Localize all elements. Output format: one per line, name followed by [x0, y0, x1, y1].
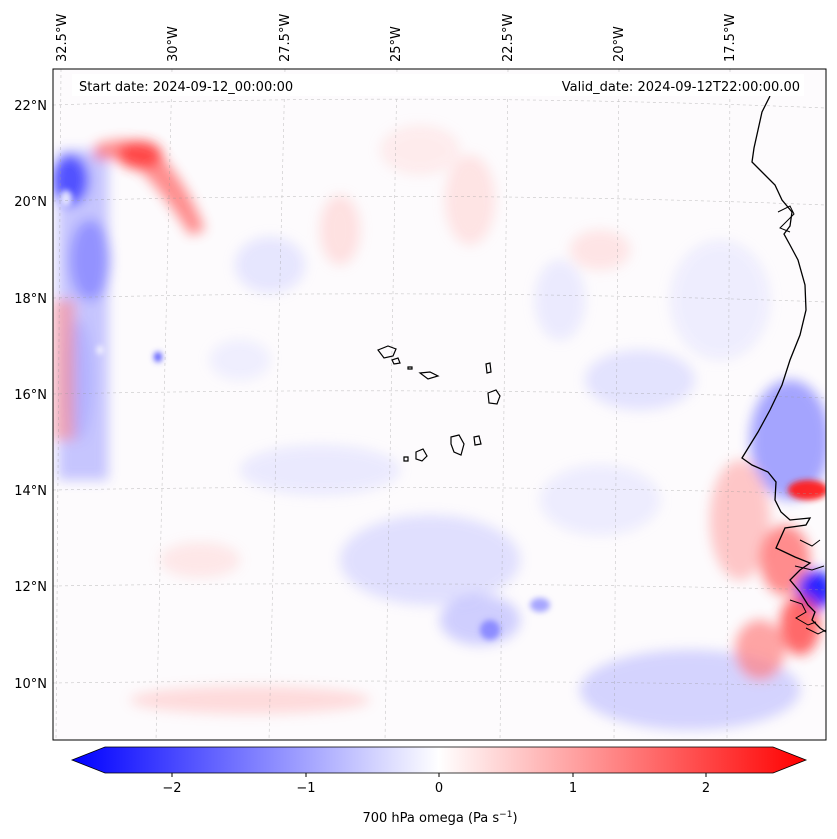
start-date-label: Start date: 2024-09-12_00:00:00 — [79, 80, 293, 95]
lon-label-27-5w: 27.5°W — [278, 14, 293, 62]
gridlines — [53, 69, 826, 740]
cb-tick-label-0: 0 — [435, 781, 443, 796]
lat-label-22n: 22°N — [14, 99, 47, 114]
coastline-africa — [741, 95, 826, 633]
coastline-bissau-inlets — [789, 539, 826, 635]
lat-label-12n: 12°N — [14, 580, 47, 595]
lat-label-10n: 10°N — [14, 677, 47, 692]
latitude-labels: 22°N 20°N 18°N 16°N 14°N 12°N 10°N — [14, 99, 47, 692]
lon-label-20w: 20°W — [612, 26, 627, 62]
lat-label-20n: 20°N — [14, 195, 47, 210]
colorbar-body — [70, 746, 808, 774]
coastline-dakar — [777, 205, 795, 233]
cb-tick-label-minus2: −2 — [162, 781, 181, 796]
date-header-band — [72, 74, 804, 96]
cb-tick-label-minus1: −1 — [296, 781, 315, 796]
map-background — [53, 69, 826, 740]
valid-date-label: Valid_date: 2024-09-12T22:00:00.00 — [562, 80, 800, 95]
lon-label-17-5w: 17.5°W — [723, 14, 738, 62]
map-panel — [53, 69, 826, 740]
lat-label-16n: 16°N — [14, 388, 47, 403]
cb-tick-label-1: 1 — [569, 781, 577, 796]
cape-verde-islands — [377, 345, 501, 462]
cb-tick-label-2: 2 — [702, 781, 710, 796]
lon-label-32-5w: 32.5°W — [55, 14, 70, 62]
omega-field — [53, 125, 826, 730]
lon-label-25w: 25°W — [389, 26, 404, 62]
colorbar-ticks: −2 −1 0 1 2 — [162, 773, 710, 796]
lon-label-22-5w: 22.5°W — [501, 14, 516, 62]
lat-label-14n: 14°N — [14, 484, 47, 499]
map-frame — [52, 68, 827, 741]
longitude-labels: 32.5°W 30°W 27.5°W 25°W 22.5°W 20°W 17.5… — [55, 14, 738, 62]
lon-label-30w: 30°W — [166, 26, 181, 62]
colorbar: −2 −1 0 1 2 700 hPa omega (Pa s−1) — [70, 746, 808, 826]
colorbar-title: 700 hPa omega (Pa s−1) — [362, 810, 517, 826]
lat-label-18n: 18°N — [14, 292, 47, 307]
